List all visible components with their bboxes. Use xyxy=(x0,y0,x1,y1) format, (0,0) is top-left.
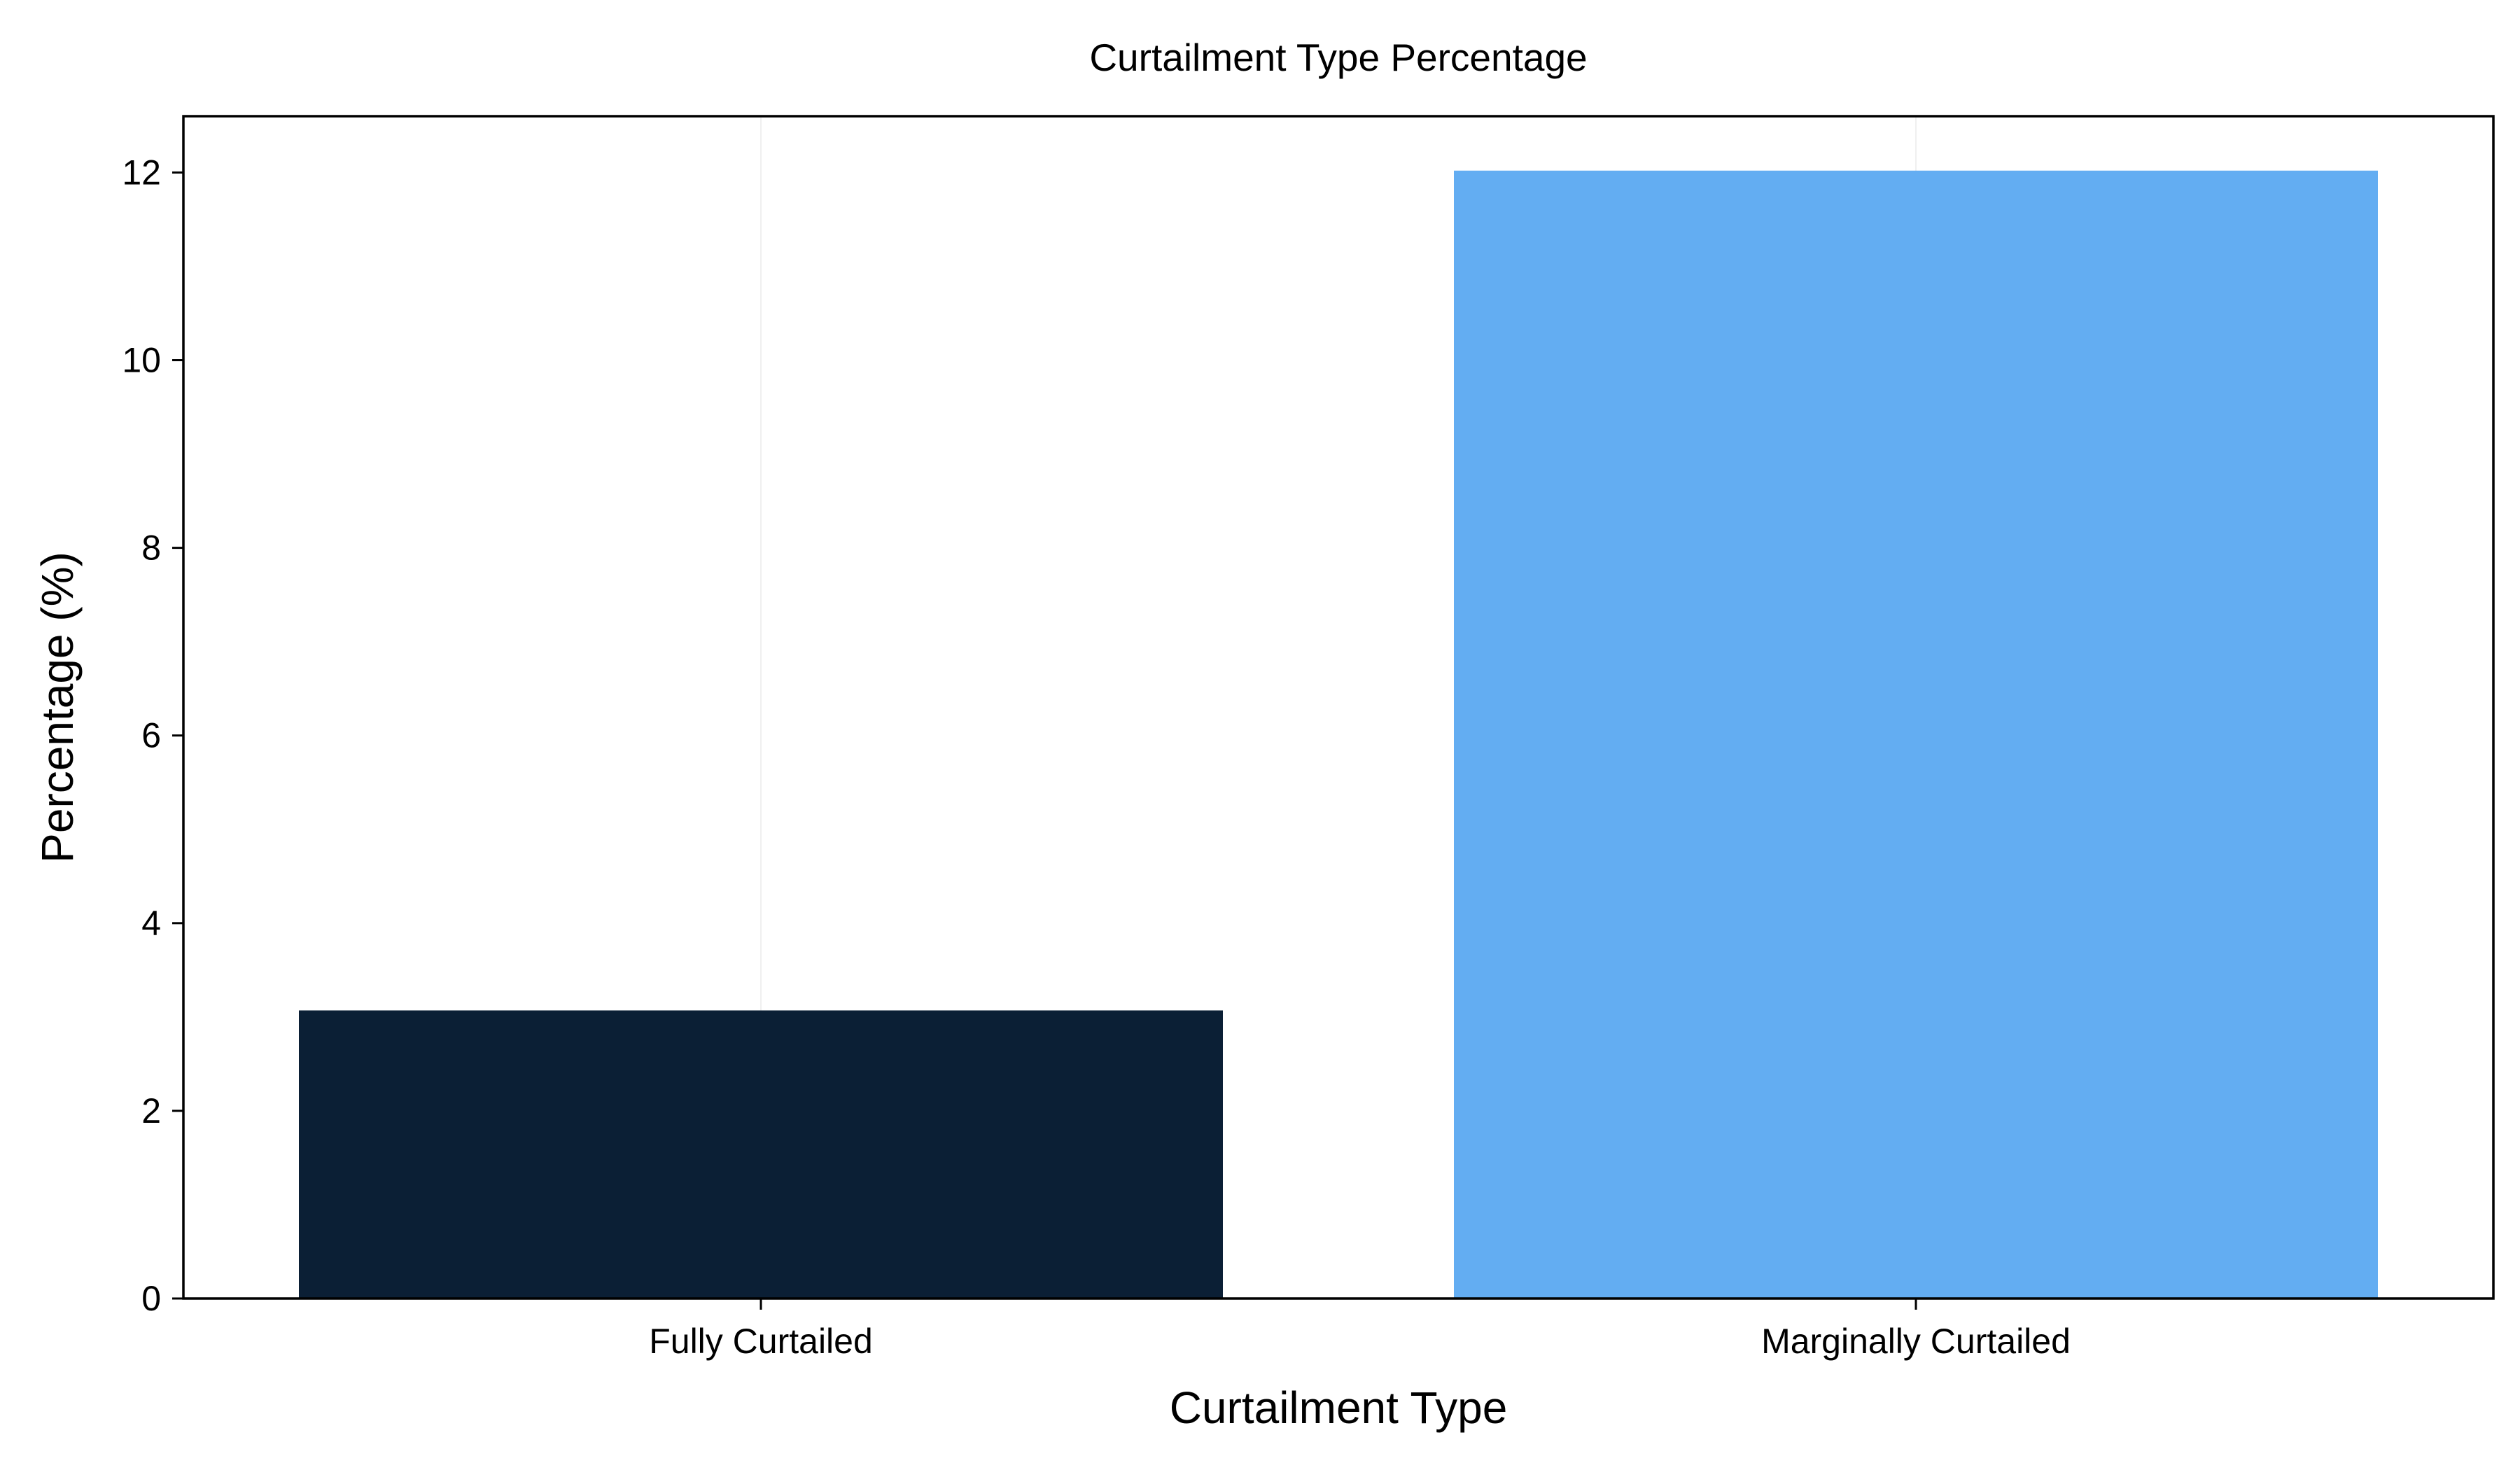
y-tick-label: 6 xyxy=(141,716,161,755)
plot-frame xyxy=(182,115,2495,1300)
y-tick-label: 4 xyxy=(141,904,161,943)
x-tick-label: Marginally Curtailed xyxy=(1761,1322,2071,1361)
y-tick-label: 10 xyxy=(122,341,161,380)
x-axis-label: Curtailment Type xyxy=(1170,1382,1508,1433)
bar-fully-curtailed xyxy=(299,1010,1223,1298)
bars xyxy=(299,170,2378,1299)
chart-title: Curtailment Type Percentage xyxy=(1089,36,1587,79)
y-tick-label: 0 xyxy=(141,1279,161,1318)
y-tick-label: 12 xyxy=(122,153,161,192)
y-tick-label: 8 xyxy=(141,528,161,568)
y-tick-label: 2 xyxy=(141,1091,161,1130)
y-axis-ticks: 0 2 4 6 8 10 12 xyxy=(122,153,183,1318)
bar-marginally-curtailed xyxy=(1454,170,2378,1299)
x-axis-ticks: Fully Curtailed Marginally Curtailed xyxy=(649,1298,2071,1361)
y-axis-label: Percentage (%) xyxy=(32,552,83,863)
x-tick-label: Fully Curtailed xyxy=(649,1322,873,1361)
